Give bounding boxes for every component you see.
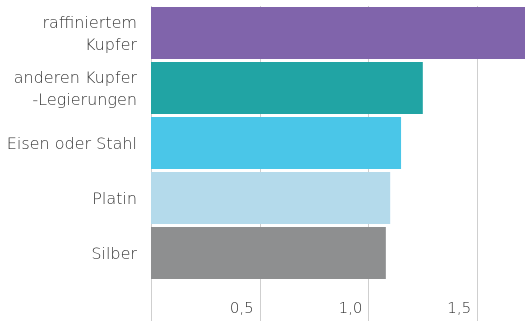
bar-3 bbox=[151, 172, 391, 224]
x-tick-labels: 0,5 1,0 1,5 bbox=[230, 299, 471, 317]
bar-0 bbox=[151, 7, 525, 59]
category-label-4: Silber bbox=[91, 244, 137, 263]
bar-2 bbox=[151, 117, 402, 169]
category-label-3: Platin bbox=[92, 189, 137, 208]
category-labels: raffiniertem Kupfer anderen Kupfer -Legieru… bbox=[7, 13, 138, 263]
bars bbox=[151, 7, 525, 279]
bar-4 bbox=[151, 227, 386, 279]
category-label-0: raffiniertem Kupfer bbox=[42, 13, 137, 54]
category-label-1: anderen Kupfer -Legierungen bbox=[14, 68, 138, 109]
category-label-2: Eisen oder Stahl bbox=[7, 134, 137, 153]
bar-1 bbox=[151, 62, 423, 114]
x-tick-label-2: 1,5 bbox=[447, 299, 471, 317]
x-tick-label-1: 1,0 bbox=[339, 299, 363, 317]
x-tick-label-0: 0,5 bbox=[230, 299, 254, 317]
